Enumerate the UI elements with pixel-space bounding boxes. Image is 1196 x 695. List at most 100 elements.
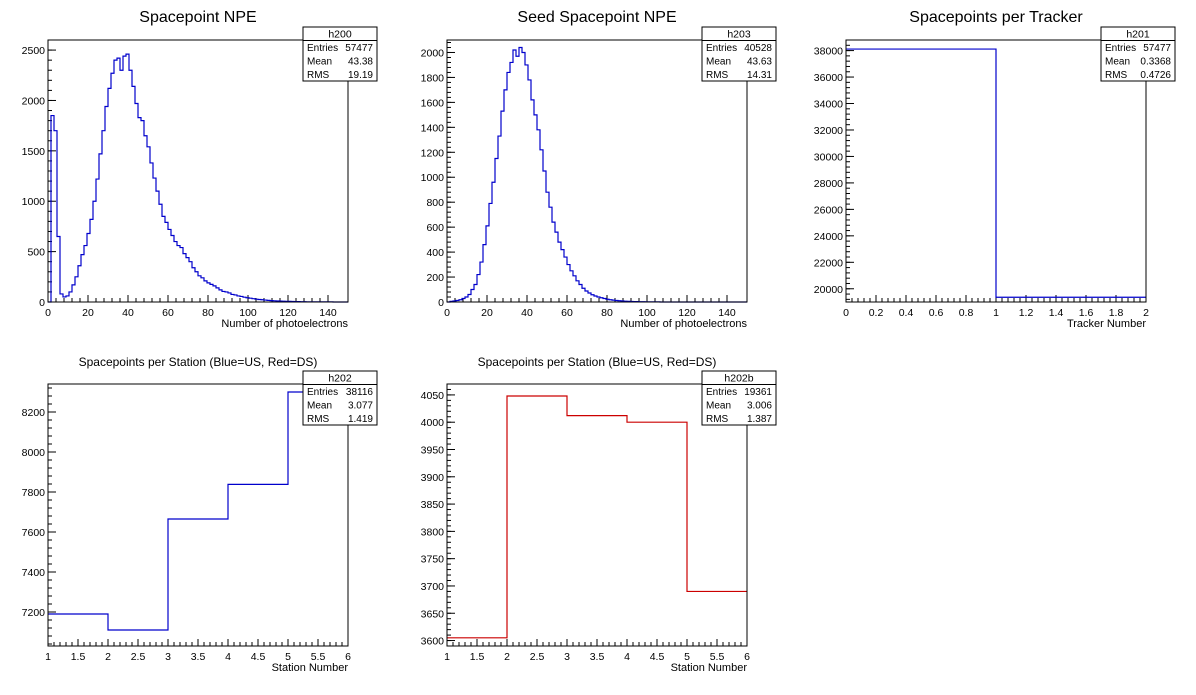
x-tick-label: 140 [319, 307, 337, 319]
chart-panel-5: Spacepoints per Station (Blue=US, Red=DS… [421, 355, 777, 674]
y-tick-label: 3600 [421, 636, 445, 648]
x-tick-label: 4 [624, 651, 630, 663]
x-tick-label: 1.5 [71, 651, 86, 663]
chart-title: Seed Spacepoint NPE [517, 9, 676, 26]
stats-box: h201 Entries 57477 Mean 0.3368 RMS 0.4726 [1100, 26, 1176, 82]
stats-value: 3.077 [348, 401, 373, 412]
y-tick-label: 0 [39, 297, 45, 309]
y-tick-label: 36000 [814, 72, 843, 84]
y-tick-label: 200 [426, 272, 444, 284]
plot-frame [47, 39, 349, 303]
y-tick-label: 7800 [22, 487, 46, 499]
x-axis-label: Number of photoelectrons [620, 318, 747, 330]
x-tick-label: 0.8 [959, 307, 974, 319]
x-tick-label: 1.4 [1049, 307, 1064, 319]
y-tick-label: 0 [438, 297, 444, 309]
stats-value: 57477 [1143, 43, 1171, 54]
histogram-series [48, 391, 348, 631]
stats-name: h202b [724, 373, 753, 385]
stats-label: Entries [706, 387, 737, 398]
x-tick-label: 0 [45, 307, 51, 319]
x-tick-label: 0.2 [869, 307, 884, 319]
stats-box-frame [302, 26, 378, 82]
histogram-series [846, 48, 1146, 298]
y-tick-label: 4000 [421, 417, 445, 429]
x-tick-label: 2.5 [530, 651, 545, 663]
x-tick-label: 1.8 [1109, 307, 1124, 319]
x-axis-label: Station Number [671, 662, 748, 674]
histogram-series [447, 395, 747, 639]
stats-label: RMS [706, 70, 729, 81]
x-tick-label: 3.5 [191, 651, 206, 663]
stats-box-frame [302, 370, 378, 426]
stats-label: RMS [307, 414, 330, 425]
x-tick-label: 3.5 [590, 651, 605, 663]
y-tick-label: 3850 [421, 499, 445, 511]
y-tick-label: 1800 [421, 72, 445, 84]
stats-label: RMS [307, 70, 330, 81]
x-tick-label: 6 [345, 651, 351, 663]
stats-value: 19361 [744, 387, 772, 398]
stats-box-frame [1100, 26, 1176, 82]
x-tick-label: 80 [601, 307, 613, 319]
x-axis-label: Number of photoelectrons [221, 318, 348, 330]
x-tick-label: 1.6 [1079, 307, 1094, 319]
stats-name: h203 [727, 29, 751, 41]
x-tick-label: 20 [481, 307, 493, 319]
chart-panel-1: Spacepoint NPE 0 20 40 60 80 100 120 140 0 500 1000… [22, 9, 378, 330]
x-tick-label: 4 [225, 651, 231, 663]
x-tick-label: 40 [521, 307, 533, 319]
x-tick-label: 1.5 [470, 651, 485, 663]
x-tick-label: 5 [285, 651, 291, 663]
stats-name: h202 [328, 373, 352, 385]
stats-box: h202 Entries 38116 Mean 3.077 RMS 1.419 [302, 370, 378, 426]
y-tick-label: 1000 [22, 196, 46, 208]
stats-box-frame [701, 370, 777, 426]
stats-label: Mean [706, 57, 731, 68]
y-tick-label: 3650 [421, 608, 445, 620]
histogram-series [447, 46, 747, 303]
y-tick-label: 3750 [421, 554, 445, 566]
stats-value: 1.387 [747, 414, 772, 425]
y-tick-label: 500 [27, 247, 45, 259]
x-tick-label: 2 [105, 651, 111, 663]
stats-value: 38116 [346, 387, 374, 398]
stats-label: RMS [1105, 70, 1128, 81]
y-tick-label: 20000 [814, 284, 843, 296]
x-tick-label: 0 [843, 307, 849, 319]
x-tick-label: 60 [162, 307, 174, 319]
stats-name: h200 [328, 29, 352, 41]
stats-name: h201 [1126, 29, 1150, 41]
x-tick-label: 120 [279, 307, 297, 319]
x-tick-label: 0 [444, 307, 450, 319]
stats-value: 3.006 [747, 401, 772, 412]
x-tick-label: 2.5 [131, 651, 146, 663]
stats-value: 43.38 [348, 57, 373, 68]
x-tick-label: 120 [678, 307, 696, 319]
x-tick-label: 6 [744, 651, 750, 663]
x-tick-label: 1 [993, 307, 999, 319]
chart-title: Spacepoint NPE [139, 9, 256, 26]
stats-value: 43.63 [747, 57, 772, 68]
y-tick-label: 7600 [22, 527, 46, 539]
y-tick-label: 1000 [421, 172, 445, 184]
x-tick-label: 2 [1143, 307, 1149, 319]
stats-label: Mean [307, 57, 332, 68]
y-tick-label: 2000 [421, 47, 445, 59]
y-tick-label: 24000 [814, 231, 843, 243]
y-tick-label: 32000 [814, 125, 843, 137]
chart-title: Spacepoints per Tracker [909, 9, 1083, 26]
y-tick-label: 3900 [421, 472, 445, 484]
x-tick-label: 1.2 [1019, 307, 1034, 319]
y-tick-label: 4050 [421, 390, 445, 402]
y-tick-label: 28000 [814, 178, 843, 190]
stats-box: h203 Entries 40528 Mean 43.63 RMS 14.31 [701, 26, 777, 82]
plot-frame [446, 39, 748, 303]
chart-title: Spacepoints per Station (Blue=US, Red=DS… [79, 355, 318, 369]
x-tick-label: 5.5 [710, 651, 725, 663]
chart-title: Spacepoints per Station (Blue=US, Red=DS… [478, 355, 717, 369]
stats-label: Entries [706, 43, 737, 54]
